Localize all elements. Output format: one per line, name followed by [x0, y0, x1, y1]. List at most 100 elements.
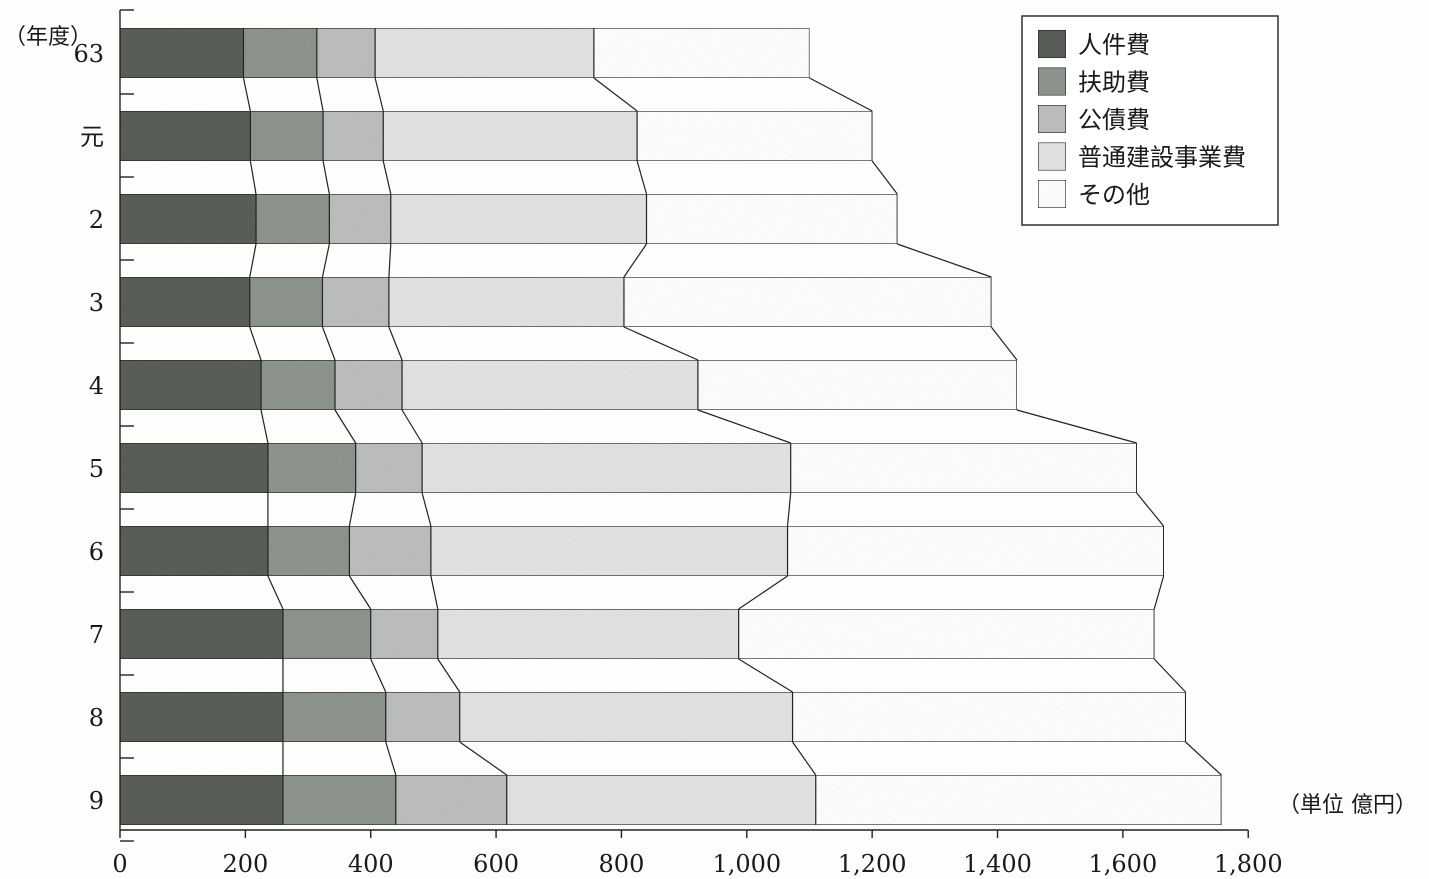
- bar-segment: [119, 276, 251, 328]
- legend-swatch: [1037, 66, 1067, 97]
- bar-segment: [382, 110, 638, 162]
- connector-line: [897, 243, 992, 278]
- x-tick-label: 1,000: [712, 850, 781, 878]
- bar-segment: [321, 276, 390, 328]
- bar-segment: [119, 691, 284, 743]
- bar-segment: [385, 691, 461, 743]
- category-label: 元: [80, 123, 104, 151]
- connector-line: [382, 160, 392, 195]
- bar-segment: [388, 276, 625, 328]
- connector-line: [249, 160, 257, 195]
- bar-segment: [790, 442, 1138, 494]
- connector-line: [636, 160, 648, 195]
- connector-line: [809, 77, 873, 112]
- connector-line: [322, 160, 330, 195]
- bar-segment: [738, 608, 1155, 660]
- connector-line: [260, 409, 269, 444]
- connector-line: [786, 492, 792, 527]
- connector-line: [321, 326, 336, 361]
- bar-segment: [593, 27, 811, 79]
- connector-line: [593, 77, 638, 112]
- bar-segment: [430, 525, 789, 577]
- category-label: 8: [89, 704, 104, 732]
- category-label: 9: [89, 787, 104, 815]
- bar-segment: [815, 774, 1222, 826]
- legend-swatch: [1037, 104, 1067, 134]
- category-label: 4: [89, 372, 104, 400]
- bar-segment: [119, 608, 284, 660]
- legend-swatch: [1037, 179, 1067, 209]
- bar-segment: [249, 110, 324, 162]
- bar-segment: [437, 608, 740, 660]
- connector-line: [242, 77, 251, 112]
- connector-line: [334, 409, 357, 444]
- connector-line: [316, 77, 324, 112]
- bar-segment: [249, 276, 324, 328]
- connector-line: [385, 741, 397, 776]
- bar-connectors: [242, 77, 1222, 776]
- connector-line: [321, 243, 330, 278]
- bar-segment: [282, 774, 397, 826]
- x-tick-label: 1,600: [1089, 850, 1158, 878]
- bar-segment: [119, 774, 284, 826]
- bar-segment: [334, 359, 403, 411]
- legend-swatch: [1037, 29, 1067, 59]
- bar-segment: [119, 193, 257, 245]
- bar-segment: [119, 442, 269, 494]
- connector-line: [348, 492, 357, 527]
- connector-line: [738, 658, 793, 693]
- bar-segment: [242, 27, 318, 79]
- x-tick-label: 1,800: [1214, 850, 1283, 878]
- connector-line: [697, 409, 791, 444]
- bar-segment: [282, 608, 372, 660]
- x-tick-label: 0: [112, 850, 127, 878]
- bar-segment: [316, 27, 376, 79]
- connector-line: [990, 326, 1018, 361]
- bar-segment: [390, 193, 648, 245]
- bar-segment: [374, 27, 595, 79]
- connector-line: [374, 77, 384, 112]
- bar-segment: [328, 193, 392, 245]
- bar-segment: [119, 27, 245, 79]
- bar-segment: [119, 110, 251, 162]
- connector-line: [267, 575, 284, 610]
- bar-segment: [255, 193, 330, 245]
- bar-segment: [267, 525, 351, 577]
- x-tick-label: 800: [599, 850, 645, 878]
- category-label: 63: [73, 40, 104, 68]
- category-label: 5: [89, 455, 104, 483]
- connector-line: [370, 658, 387, 693]
- bar-segment: [459, 691, 794, 743]
- connector-line: [249, 326, 262, 361]
- connector-line: [388, 243, 392, 278]
- axes-group: [119, 9, 1249, 842]
- bar-segment: [697, 359, 1018, 411]
- bar-segment: [348, 525, 432, 577]
- connector-line: [792, 741, 817, 776]
- connector-line: [1016, 409, 1137, 444]
- connector-line: [1153, 658, 1186, 693]
- connector-line: [388, 326, 403, 361]
- connector-line: [401, 409, 423, 444]
- connector-line: [1136, 492, 1165, 527]
- connector-line: [623, 243, 648, 278]
- connector-line: [348, 575, 372, 610]
- bar-segment: [370, 608, 439, 660]
- category-label: 7: [89, 621, 104, 649]
- bar-segment: [267, 442, 357, 494]
- legend-swatch: [1037, 141, 1067, 172]
- connector-line: [459, 741, 508, 776]
- legend-label: 人件費: [1078, 31, 1150, 59]
- x-tick-label: 1,400: [963, 850, 1032, 878]
- connector-line: [421, 492, 432, 527]
- connector-line: [871, 160, 898, 195]
- bar-segment: [355, 442, 423, 494]
- legend-label: 普通建設事業費: [1078, 144, 1246, 172]
- bar-segment: [636, 110, 873, 162]
- labels-group: 63 元 2 3 4 5 6 7 8 9 （年度） 0 200 400 600 800 1,000 1,200 1,…: [4, 25, 1417, 878]
- x-tick-label: 1,200: [838, 850, 907, 878]
- connector-line: [249, 243, 257, 278]
- bar-segment: [786, 525, 1165, 577]
